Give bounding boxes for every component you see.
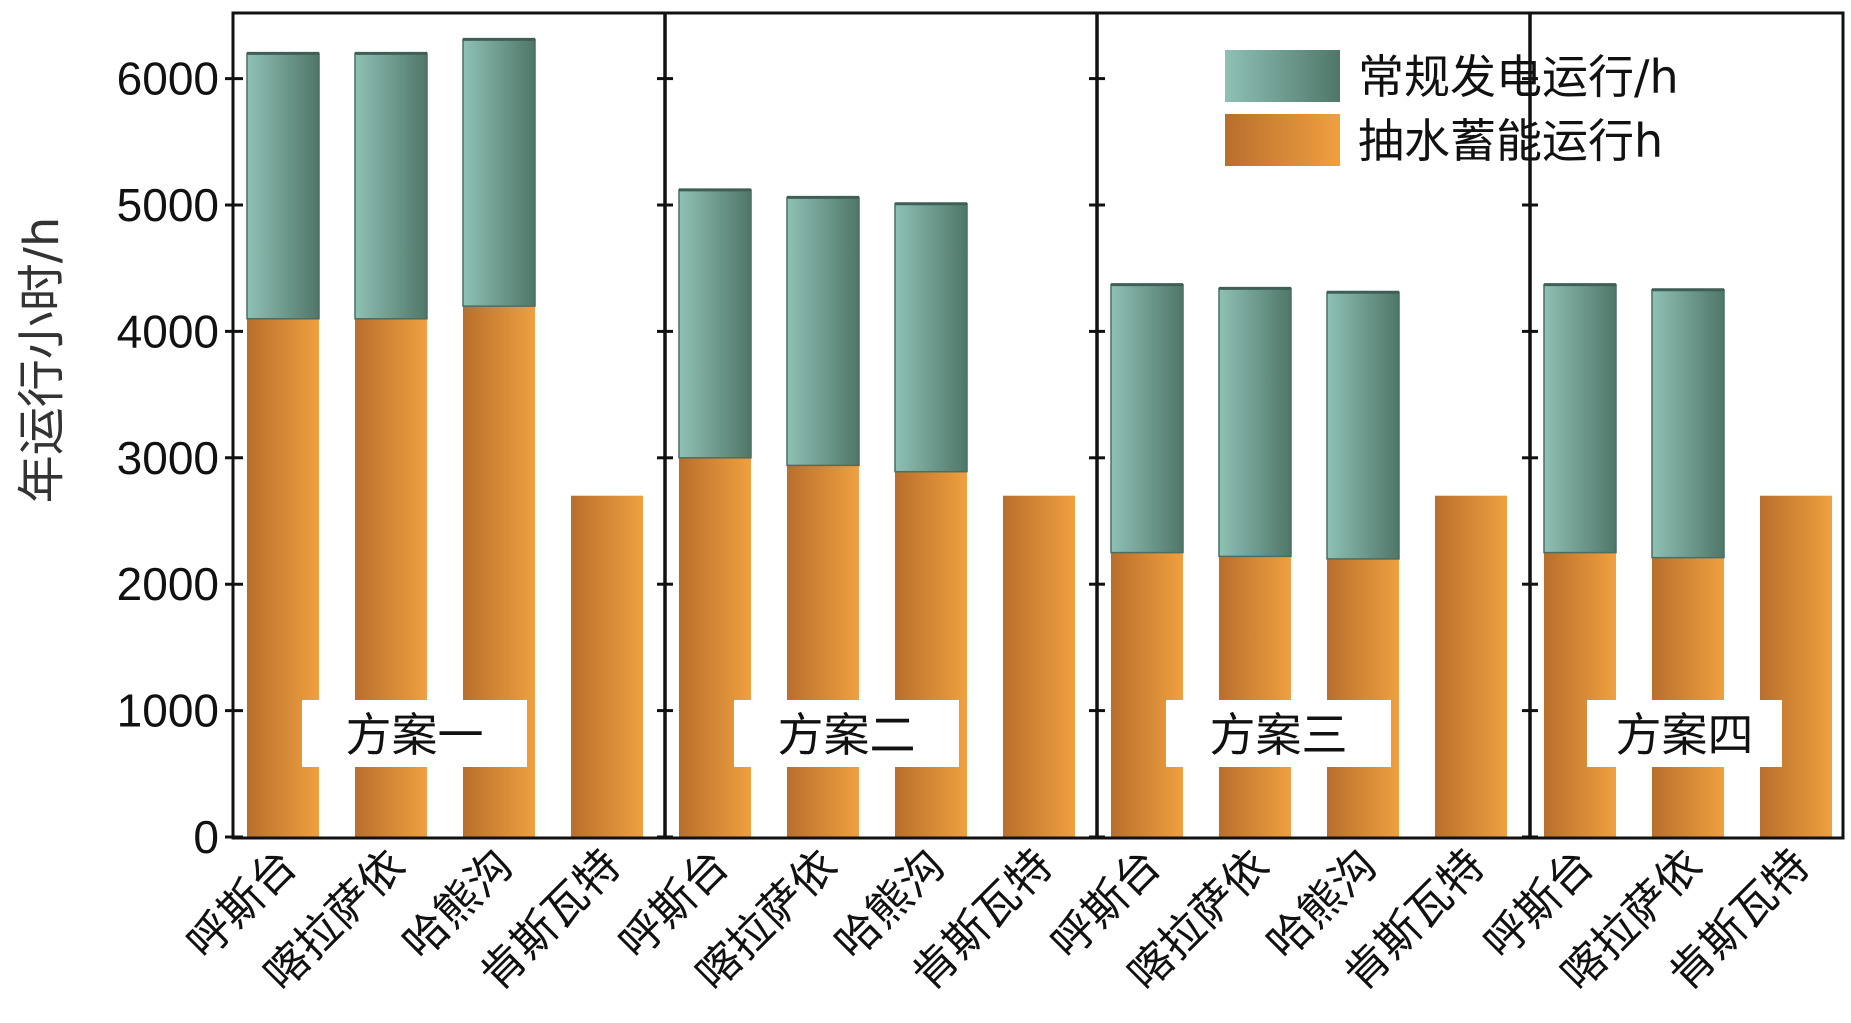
bar-pumped-storage <box>571 495 643 837</box>
scheme-labels-layer: 方案一 方案二 方案三 方案四 <box>302 700 1782 767</box>
y-tick-label: 6000 <box>117 53 219 105</box>
bar-pumped-storage <box>679 457 751 837</box>
y-tick-label: 5000 <box>117 179 219 231</box>
legend-label-conventional: 常规发电运行/h <box>1358 50 1679 104</box>
scheme-label: 方案二 <box>778 708 916 762</box>
scheme-label: 方案四 <box>1616 708 1754 762</box>
bar-conventional <box>1651 288 1725 559</box>
category-labels-layer: 呼斯台喀拉萨依哈熊沟肯斯瓦特呼斯台喀拉萨依哈熊沟肯斯瓦特呼斯台喀拉萨依哈熊沟肯斯… <box>177 840 1819 1001</box>
y-tick-label: 2000 <box>117 558 219 610</box>
scheme-label-background <box>302 700 527 767</box>
bar-conventional <box>894 202 968 473</box>
bar-conventional <box>462 38 536 307</box>
scheme-label-background <box>1587 700 1782 767</box>
plot-border <box>231 11 1845 840</box>
bar-pumped-storage <box>787 465 859 837</box>
bar-conventional <box>1110 283 1184 554</box>
bar-pumped-storage <box>1111 552 1183 837</box>
scheme-label-background <box>734 700 959 767</box>
bar-conventional <box>678 189 752 459</box>
y-tick-label: 1000 <box>117 685 219 737</box>
bar-pumped-storage <box>1544 552 1616 837</box>
legend-swatch-conventional <box>1225 50 1340 102</box>
y-axis-label: 年运行小时/h <box>14 217 70 504</box>
bar-pumped-storage <box>1760 495 1832 837</box>
legend-label-pumped-storage: 抽水蓄能运行h <box>1358 114 1663 168</box>
bar-pumped-storage <box>895 471 967 837</box>
bar-pumped-storage <box>1435 495 1507 837</box>
y-ticks-layer: 0 1000 2000 3000 4000 5000 6000 <box>117 53 1538 863</box>
legend: 常规发电运行/h 抽水蓄能运行h <box>1225 50 1679 168</box>
y-tick-label: 3000 <box>117 432 219 484</box>
y-tick-label: 4000 <box>117 305 219 357</box>
bar-conventional <box>246 52 320 320</box>
scheme-label-background <box>1166 700 1391 767</box>
legend-swatch-pumped-storage <box>1225 114 1340 166</box>
bar-conventional <box>1218 287 1292 558</box>
bar-conventional <box>354 52 428 320</box>
bar-conventional <box>1543 283 1617 554</box>
plot-frame <box>231 11 1845 840</box>
scheme-label: 方案一 <box>346 708 484 762</box>
scheme-label: 方案三 <box>1210 708 1348 762</box>
y-tick-label: 0 <box>193 811 219 863</box>
bar-pumped-storage <box>1327 558 1399 837</box>
bar-conventional <box>786 196 860 467</box>
bar-conventional <box>1326 291 1400 560</box>
bar-pumped-storage <box>1003 495 1075 837</box>
bar-pumped-storage <box>1219 556 1291 837</box>
bar-pumped-storage <box>1652 557 1724 837</box>
